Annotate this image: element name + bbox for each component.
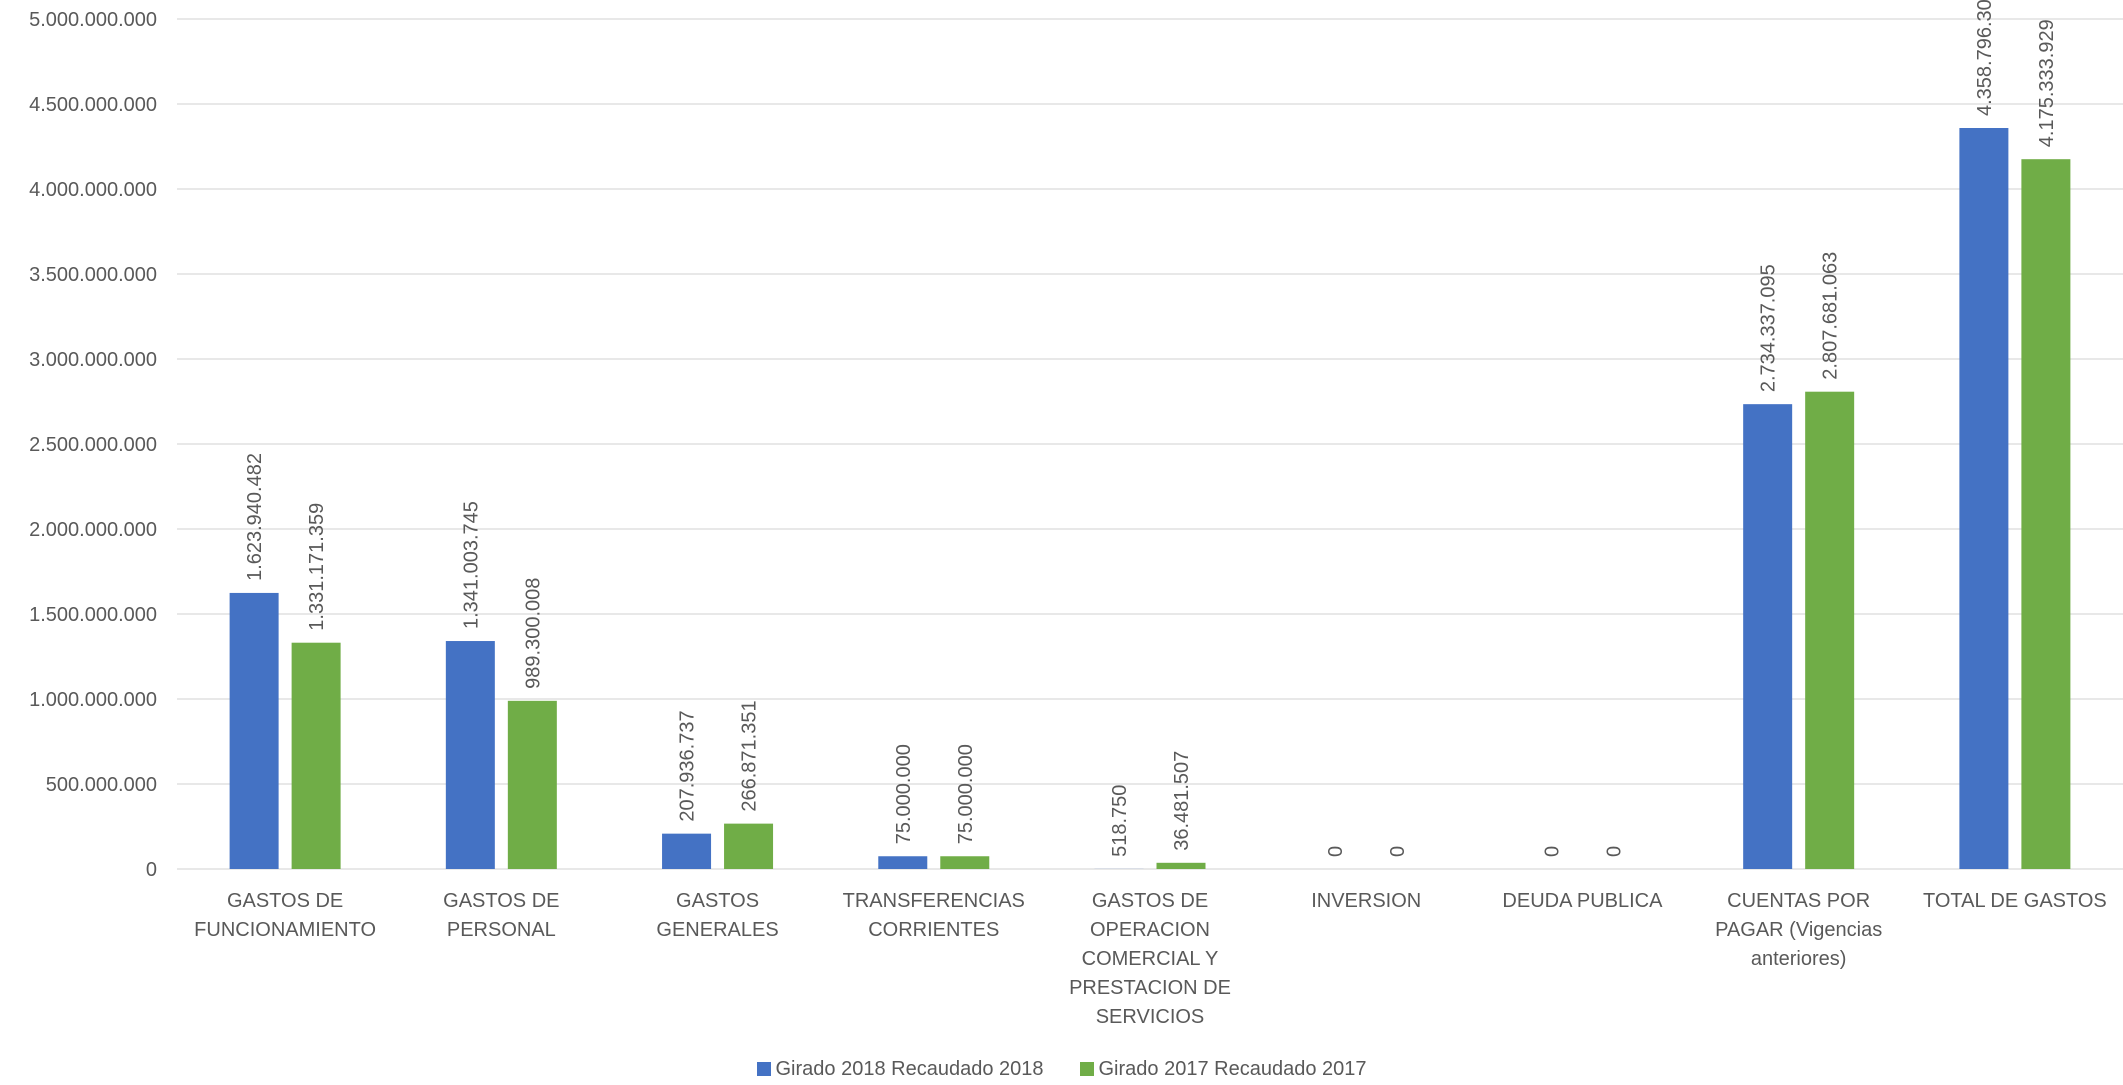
value-label: 0 xyxy=(1325,846,1347,857)
value-label: 4.358.796.300 xyxy=(1974,0,1996,116)
value-label: 518.750 xyxy=(1109,785,1131,857)
value-label: 207.936.737 xyxy=(677,710,699,821)
y-tick-label: 3.500.000.000 xyxy=(29,264,157,286)
legend-item: Girado 2018 Recaudado 2018 xyxy=(756,1058,1044,1081)
value-label: 0 xyxy=(1603,846,1625,857)
x-tick-label: TRANSFERENCIAS CORRIENTES xyxy=(842,890,1025,941)
y-tick-label: 2.000.000.000 xyxy=(29,519,157,541)
value-label: 2.807.681.063 xyxy=(1820,252,1842,380)
legend-swatch xyxy=(1079,1062,1094,1076)
y-tick-label: 2.500.000.000 xyxy=(29,434,157,456)
x-tick-label: TOTAL DE GASTOS xyxy=(1923,890,2107,912)
value-label: 4.175.333.929 xyxy=(2036,19,2058,147)
bar xyxy=(662,833,712,869)
y-tick-label: 4.500.000.000 xyxy=(29,94,157,116)
legend-label: Girado 2017 Recaudado 2017 xyxy=(1098,1058,1367,1080)
value-label: 2.734.337.095 xyxy=(1758,264,1780,392)
x-tick-label: GASTOS DE FUNCIONAMIENTO xyxy=(194,890,377,941)
x-tick-label: GASTOS DE OPERACION COMERCIAL Y PRESTACI… xyxy=(1069,890,1231,1028)
bar xyxy=(1156,862,1206,869)
value-label: 36.481.507 xyxy=(1171,751,1193,851)
x-tick-label: INVERSION xyxy=(1311,890,1422,912)
bar xyxy=(724,823,774,869)
legend-swatch xyxy=(756,1062,771,1076)
bar xyxy=(2021,159,2071,869)
bar xyxy=(291,642,341,869)
bar xyxy=(1743,404,1793,869)
bar xyxy=(1805,391,1855,869)
value-label: 0 xyxy=(1387,846,1409,857)
bar xyxy=(507,700,557,869)
y-tick-label: 1.500.000.000 xyxy=(29,604,157,626)
x-tick-label: GASTOS DE PERSONAL xyxy=(443,890,560,941)
y-tick-label: 5.000.000.000 xyxy=(29,9,157,31)
y-tick-label: 1.000.000.000 xyxy=(29,689,157,711)
x-tick-label: GASTOS GENERALES xyxy=(656,890,779,941)
value-label: 75.000.000 xyxy=(893,744,915,844)
y-tick-label: 3.000.000.000 xyxy=(29,349,157,371)
bar xyxy=(940,856,990,869)
value-label: 266.871.351 xyxy=(739,700,761,811)
bar xyxy=(229,592,279,869)
legend-item: Girado 2017 Recaudado 2017 xyxy=(1079,1058,1367,1081)
legend: Girado 2018 Recaudado 2018 Girado 2017 Re… xyxy=(0,1058,2123,1081)
y-tick-label: 500.000.000 xyxy=(46,774,157,796)
value-label: 75.000.000 xyxy=(955,744,977,844)
x-tick-label: CUENTAS POR PAGAR (Vigencias anteriores) xyxy=(1715,890,1883,970)
x-tick-label: DEUDA PUBLICA xyxy=(1502,890,1663,912)
value-label: 0 xyxy=(1541,846,1563,857)
bar xyxy=(1959,128,2009,869)
y-tick-label: 4.000.000.000 xyxy=(29,179,157,201)
value-label: 1.341.003.745 xyxy=(460,501,482,629)
value-label: 1.331.171.359 xyxy=(306,503,328,631)
bar xyxy=(878,856,928,869)
value-label: 989.300.008 xyxy=(522,578,544,689)
legend-label: Girado 2018 Recaudado 2018 xyxy=(775,1058,1044,1080)
bar xyxy=(445,641,495,869)
value-label: 1.623.940.482 xyxy=(244,453,266,581)
y-tick-label: 0 xyxy=(146,859,157,881)
